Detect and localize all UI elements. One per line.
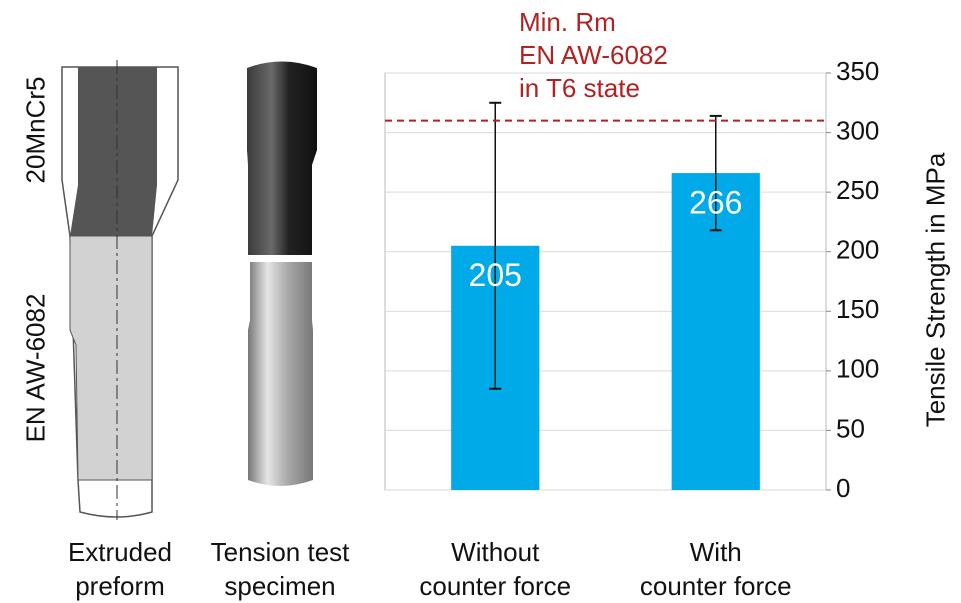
y-tick-label: 100 <box>836 354 879 384</box>
specimen-drawing <box>247 61 317 486</box>
caption: Extruded preform <box>67 537 173 601</box>
value-label: 266 <box>689 185 742 221</box>
x-tick-label: With counter force <box>639 537 792 601</box>
y-tick-label: 0 <box>836 473 850 503</box>
y-tick-label: 200 <box>836 235 879 265</box>
preform-drawing <box>61 60 179 520</box>
y-axis-title: Tensile Strength in MPa <box>920 152 951 428</box>
caption: Tension test specimen <box>210 537 350 601</box>
material-label: 20MnCr5 <box>20 76 51 184</box>
y-tick-label: 150 <box>836 294 879 324</box>
y-tick-label: 350 <box>836 56 879 86</box>
material-label: EN AW-6082 <box>20 293 51 443</box>
y-tick-label: 300 <box>836 115 879 145</box>
reference-label: Min. Rm EN AW-6082 in T6 state <box>519 7 668 103</box>
x-tick-label: Without counter force <box>419 537 572 601</box>
y-tick-label: 50 <box>836 413 865 443</box>
value-label: 205 <box>469 257 522 293</box>
y-tick-label: 250 <box>836 175 879 205</box>
